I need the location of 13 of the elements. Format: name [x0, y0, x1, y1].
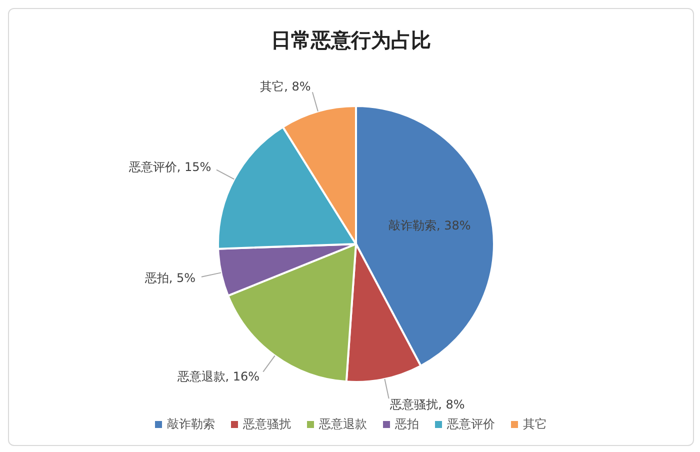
data-label: 敲诈勒索, 38% [388, 218, 471, 233]
legend-label: 敲诈勒索 [166, 416, 215, 433]
legend-label: 恶意退款 [318, 416, 367, 433]
data-label: 恶意退款, 16% [176, 370, 260, 384]
legend-label: 恶意骚扰 [242, 416, 291, 433]
data-label: 恶意骚扰, 8% [389, 397, 465, 412]
data-label: 恶拍, 5% [144, 271, 196, 286]
data-label: 恶意评价, 15% [128, 160, 212, 174]
legend-label: 恶拍 [394, 416, 419, 433]
legend-label: 其它 [522, 416, 547, 433]
chart-title: 日常恶意行为占比 [270, 27, 432, 54]
legend-label: 恶意评价 [446, 416, 495, 433]
data-label: 其它, 8% [260, 79, 311, 94]
